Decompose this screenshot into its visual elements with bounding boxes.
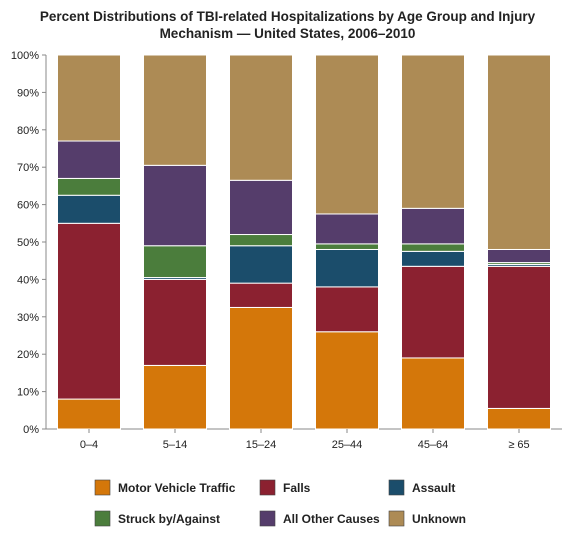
bar-segment-struck-by-against: [315, 243, 379, 250]
y-tick-label: 100%: [11, 50, 39, 62]
x-tick-label: ≥ 65: [508, 439, 529, 451]
bar-segment-struck-by-against: [229, 234, 293, 247]
bar-segment-motor-vehicle-traffic: [143, 364, 207, 430]
legend-swatch-assault: [388, 479, 405, 496]
y-tick-label: 30%: [17, 312, 39, 324]
legend-label-unknown: Unknown: [412, 512, 466, 526]
chart-title-line-1: Percent Distributions of TBI-related Hos…: [39, 9, 536, 24]
y-tick-label: 20%: [17, 349, 39, 361]
bar-segment-assault: [401, 250, 465, 267]
legend: Motor Vehicle Traffic Falls Assault Struck …: [94, 479, 466, 527]
bar-segment-all-other-causes: [143, 164, 207, 247]
bar-segment-falls: [315, 286, 379, 333]
bar-segment-struck-by-against: [57, 177, 121, 196]
y-tick-label: 10%: [17, 387, 39, 399]
bar-segment-struck-by-against: [401, 243, 465, 252]
bar-segment-unknown: [229, 54, 293, 181]
bar-segment-all-other-causes: [487, 248, 551, 264]
bar-segment-falls: [143, 278, 207, 366]
bar-segment-unknown: [57, 54, 121, 142]
bar-segment-all-other-causes: [57, 140, 121, 179]
bar-segment-assault: [57, 194, 121, 224]
bar-segment-motor-vehicle-traffic: [229, 306, 293, 430]
y-tick-label: 50%: [17, 237, 39, 249]
bar-segment-assault: [315, 248, 379, 288]
x-tick-label: 5–14: [163, 439, 187, 451]
bar-segment-struck-by-against: [143, 245, 207, 279]
legend-label-assault: Assault: [412, 481, 455, 495]
bar-segment-motor-vehicle-traffic: [487, 407, 551, 430]
y-tick-label: 70%: [17, 162, 39, 174]
bar-segment-falls: [229, 282, 293, 308]
legend-swatch-unknown: [388, 510, 405, 527]
bar-segment-all-other-causes: [401, 207, 465, 245]
chart-title-line-2: Mechanism — United States, 2006–2010: [159, 26, 416, 41]
bar-segment-motor-vehicle-traffic: [315, 331, 379, 430]
chart-title: Percent Distributions of TBI-related Hos…: [0, 8, 575, 42]
legend-swatch-motor-vehicle-traffic: [94, 479, 111, 496]
bar-segment-falls: [401, 265, 465, 359]
bar-segment-falls: [487, 265, 551, 409]
bar-segment-unknown: [401, 54, 465, 209]
legend-swatch-struck-by-against: [94, 510, 111, 527]
plot-area: 0% 10% 20% 30% 40% 50% 60% 70% 80% 90% 100% 0–4 5–14…: [11, 50, 562, 451]
x-tick-label: 45–64: [418, 439, 449, 451]
bar-segment-unknown: [487, 54, 551, 250]
bar-segment-unknown: [315, 54, 379, 215]
y-tick-label: 80%: [17, 125, 39, 137]
bar-segment-all-other-causes: [229, 179, 293, 236]
x-tick-label: 0–4: [80, 439, 98, 451]
legend-swatch-falls: [259, 479, 276, 496]
y-tick-label: 0%: [23, 424, 39, 436]
legend-label-all-other-causes: All Other Causes: [283, 512, 380, 526]
bar-segment-motor-vehicle-traffic: [401, 357, 465, 430]
legend-label-falls: Falls: [283, 481, 311, 495]
x-tick-label: 25–44: [332, 439, 363, 451]
x-tick-label: 15–24: [246, 439, 277, 451]
legend-label-motor-vehicle-traffic: Motor Vehicle Traffic: [118, 481, 236, 495]
bar-segment-motor-vehicle-traffic: [57, 398, 121, 430]
y-tick-label: 90%: [17, 87, 39, 99]
y-tick-label: 60%: [17, 200, 39, 212]
y-tick-label: 40%: [17, 274, 39, 286]
bar-segment-unknown: [143, 54, 207, 166]
legend-label-struck-by-against: Struck by/Against: [118, 512, 220, 526]
legend-swatch-all-other-causes: [259, 510, 276, 527]
bar-segment-all-other-causes: [315, 213, 379, 245]
bar-segment-falls: [57, 222, 121, 400]
bar-segment-assault: [229, 245, 293, 284]
